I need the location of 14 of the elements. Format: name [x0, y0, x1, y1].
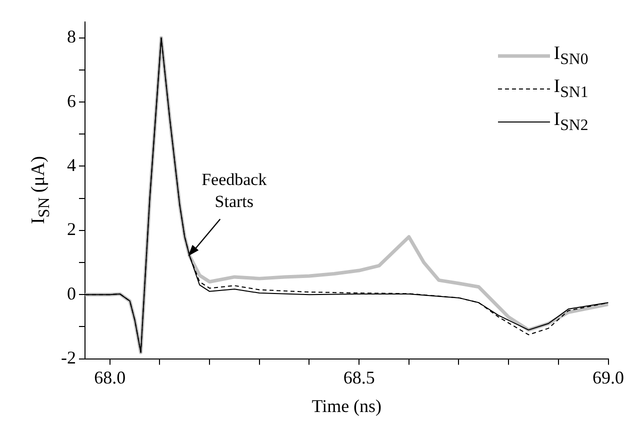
y-tick-label: 2: [66, 219, 76, 240]
legend-label: I$_{SN2}$: [554, 109, 588, 136]
x-tick-label: 69.0: [592, 367, 624, 388]
legend-label: I$_{SN0}$: [554, 43, 588, 70]
annotation: Feedback Starts: [202, 170, 268, 212]
y-tick-label: 0: [66, 283, 76, 304]
legend-label: I$_{SN1}$: [554, 76, 588, 102]
y-tick-label: 8: [66, 26, 76, 47]
y-tick-label: 4: [66, 154, 76, 175]
x-tick-label: 68.5: [343, 367, 375, 388]
y-tick-label: -2: [60, 348, 76, 368]
y-tick-label: 6: [66, 90, 76, 111]
x-tick-label: 68.0: [94, 367, 126, 388]
x-axis-title: Time (ns): [312, 396, 382, 416]
